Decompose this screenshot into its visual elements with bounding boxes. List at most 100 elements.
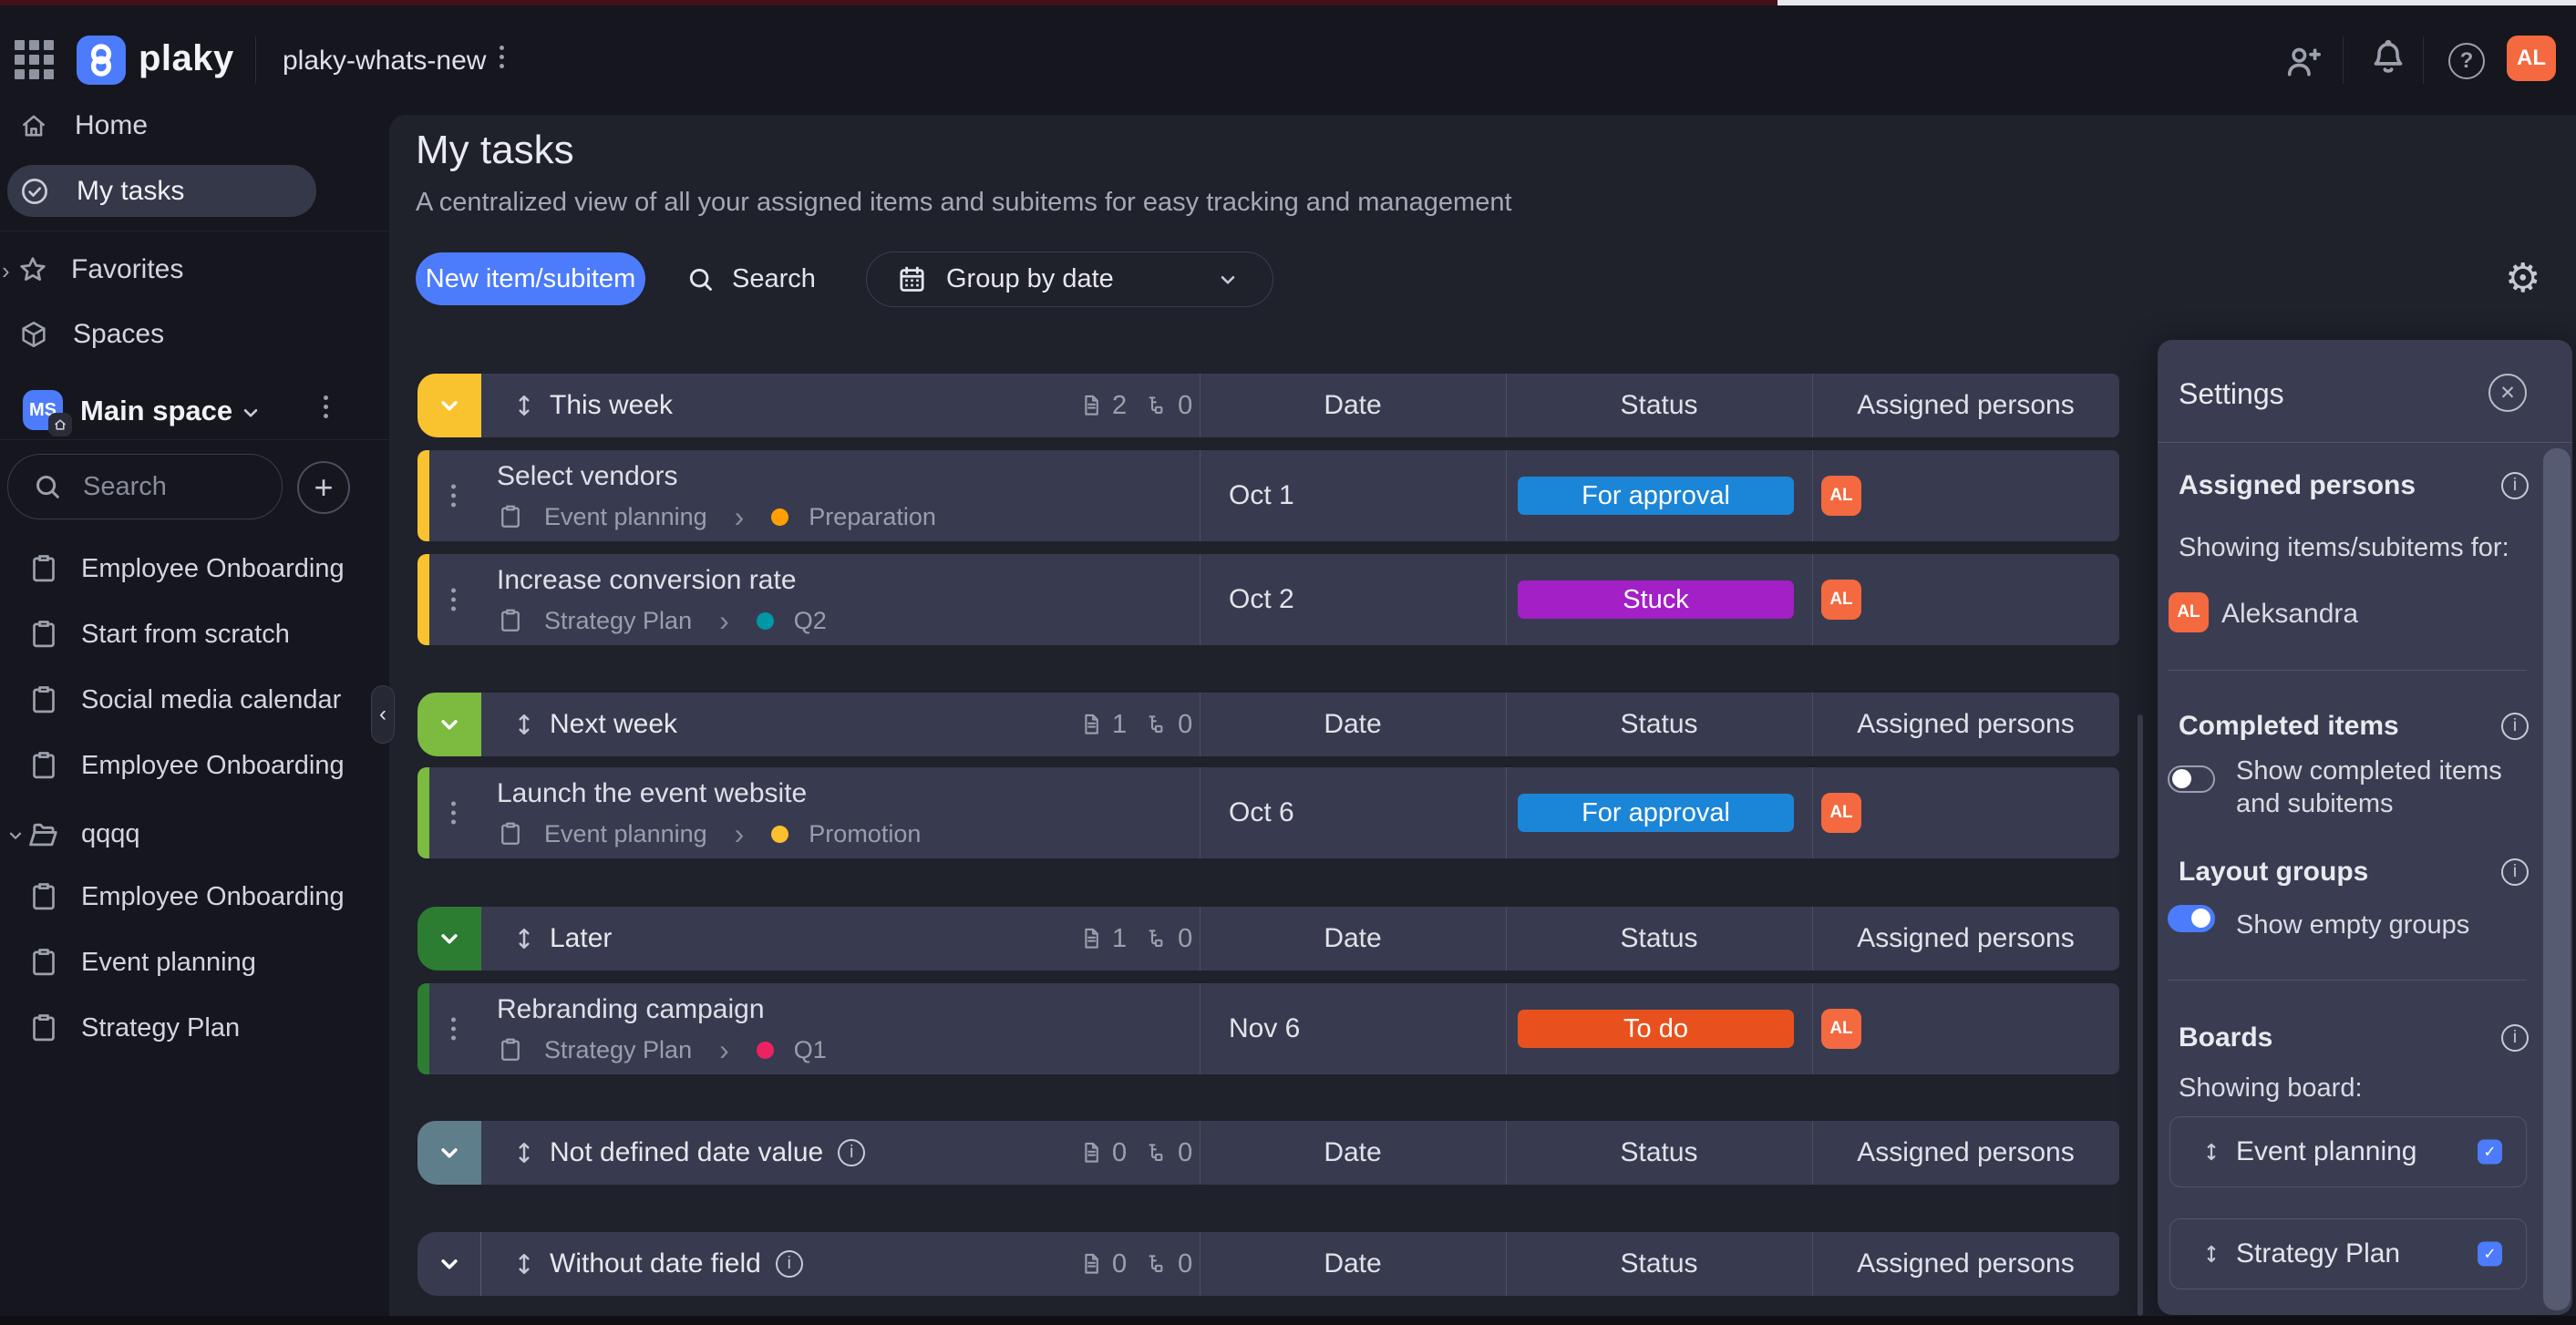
board-checkbox[interactable]: ✓ [2478,1139,2502,1165]
plaky-logo[interactable] [77,36,126,85]
drag-updown-icon[interactable] [2200,1242,2223,1266]
task-row[interactable]: Rebranding campaign Strategy Plan › Q1 N… [417,983,2119,1074]
board-checkbox[interactable]: ✓ [2478,1241,2502,1267]
subitems-count-icon [1149,1144,1163,1161]
main-search-button[interactable]: Search [685,252,816,305]
drag-updown-icon[interactable] [2200,1140,2223,1164]
reorder-icon[interactable] [510,1139,538,1166]
board-icon [33,883,55,910]
assigned-avatar: AL [2169,592,2209,632]
layout-toggle[interactable] [2168,905,2215,932]
user-avatar[interactable]: AL [2507,36,2556,81]
folder-chevron-down-icon[interactable] [5,826,26,846]
date-cell[interactable]: Oct 1 [1229,480,1294,510]
task-row[interactable]: Increase conversion rate Strategy Plan ›… [417,554,2119,645]
space-name[interactable]: Main space [80,395,233,426]
workspace-menu-icon[interactable] [500,46,504,68]
task-title[interactable]: Select vendors [497,461,678,491]
settings-title: Settings [2179,377,2284,410]
reorder-icon[interactable] [510,392,538,419]
sidebar-item-favorites[interactable]: Favorites [16,253,183,286]
sidebar-item-spaces[interactable]: Spaces [18,319,164,350]
new-item-button[interactable]: New item/subitem [416,252,645,305]
reorder-icon[interactable] [510,1250,538,1278]
task-row[interactable]: Select vendors Event planning › Preparat… [417,450,2119,541]
board-icon [501,609,520,632]
task-breadcrumb[interactable]: Event planning › Promotion [497,819,921,848]
row-menu-icon[interactable] [451,484,456,508]
group-collapse-button[interactable] [417,907,481,971]
main-scrollbar[interactable] [2138,714,2143,1316]
sidebar-item-home[interactable]: Home [18,110,148,141]
sidebar-folder-item[interactable]: qqqq [26,817,140,851]
group-collapse-button[interactable] [417,693,481,756]
completed-toggle[interactable] [2168,765,2215,793]
space-badge[interactable]: MS [23,390,63,430]
info-icon[interactable]: i [2501,472,2529,499]
sidebar-board-item[interactable]: Employee Onboarding [27,749,345,782]
gear-icon[interactable]: ⚙ [2505,256,2541,301]
task-row[interactable]: Launch the event website Event planning … [417,767,2119,858]
sidebar-board-item[interactable]: Social media calendar [27,683,341,716]
reorder-icon[interactable] [510,711,538,738]
help-icon[interactable]: ? [2448,43,2485,79]
sidebar-board-item[interactable]: Strategy Plan [27,1012,240,1044]
status-badge[interactable]: For approval [1518,794,1794,832]
column-header-status: Status [1620,923,1698,953]
sidebar-board-item[interactable]: Start from scratch [27,618,290,651]
sidebar-board-item[interactable]: Employee Onboarding [27,880,345,913]
board-filter-card[interactable]: Strategy Plan ✓ [2169,1218,2527,1289]
task-title[interactable]: Rebranding campaign [497,994,765,1024]
info-icon[interactable]: i [2501,1024,2529,1052]
group-collapse-button[interactable] [417,374,481,437]
sidebar-collapse-button[interactable]: ‹ [371,685,395,744]
sidebar-item-my-tasks-content[interactable]: My tasks [18,175,184,208]
sidebar-search-input[interactable] [83,471,247,502]
row-menu-icon[interactable] [451,801,456,825]
add-board-button[interactable]: + [297,461,350,514]
space-chevron-down-icon[interactable] [239,401,263,425]
sidebar-board-item[interactable]: Employee Onboarding [27,552,345,585]
row-menu-icon[interactable] [451,1017,456,1041]
space-menu-icon[interactable] [324,395,328,418]
info-icon[interactable]: i [2501,858,2529,886]
row-menu-icon[interactable] [451,588,456,611]
status-badge[interactable]: For approval [1518,477,1794,515]
sidebar-item-my-tasks[interactable] [7,165,316,217]
column-header-assigned: Assigned persons [1857,1248,2075,1279]
column-header-date: Date [1324,1248,1382,1279]
info-icon[interactable]: i [775,1250,803,1278]
task-title[interactable]: Increase conversion rate [497,565,797,595]
info-icon[interactable]: i [838,1139,866,1166]
status-badge[interactable]: To do [1518,1010,1794,1048]
sidebar-search[interactable] [7,454,283,519]
date-cell[interactable]: Oct 2 [1229,584,1294,614]
date-cell[interactable]: Nov 6 [1229,1013,1301,1043]
task-breadcrumb[interactable]: Strategy Plan › Q2 [497,606,827,635]
close-icon[interactable]: ✕ [2488,374,2527,412]
apps-grid-icon[interactable] [15,40,55,80]
favorites-expand-icon[interactable]: › [2,257,10,284]
search-icon [36,476,59,498]
chevron-down-icon [1221,275,1235,284]
workspace-name[interactable]: plaky-whats-new [283,46,487,76]
invite-person-icon[interactable] [2282,42,2323,82]
board-filter-card[interactable]: Event planning ✓ [2169,1116,2527,1187]
task-breadcrumb[interactable]: Strategy Plan › Q1 [497,1033,827,1066]
sidebar-board-item[interactable]: Event planning [27,946,256,979]
settings-scrollbar[interactable] [2543,448,2571,1310]
group-collapse-button[interactable] [417,1121,481,1185]
reorder-icon[interactable] [510,925,538,952]
info-icon[interactable]: i [2501,713,2529,740]
task-title[interactable]: Launch the event website [497,778,808,808]
group-by-select[interactable]: Group by date [866,252,1273,307]
bell-icon[interactable] [2368,38,2408,78]
board-icon [33,686,55,714]
status-badge[interactable]: Stuck [1518,580,1794,619]
search-icon [689,268,712,291]
group-collapse-button[interactable] [417,1232,481,1296]
subitems-count-icon [1149,930,1163,947]
chevron-right-icon: › [719,1033,729,1066]
task-breadcrumb[interactable]: Event planning › Preparation [497,502,936,531]
date-cell[interactable]: Oct 6 [1229,797,1294,827]
